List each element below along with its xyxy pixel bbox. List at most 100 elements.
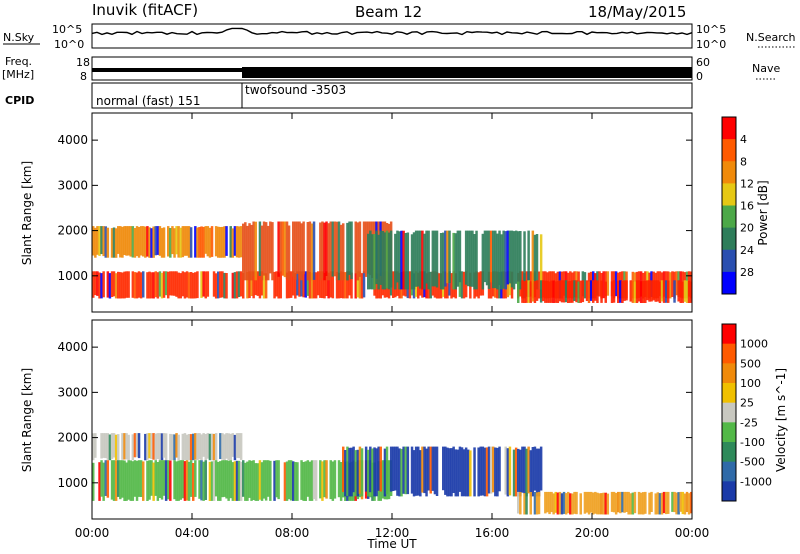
power-cell-main [173,271,176,296]
velocity-cell-blue [525,448,528,497]
power-cell-main [446,272,449,299]
velocity-cell-orange [681,491,685,515]
power-cell-day [327,223,330,281]
power-cell-main [308,272,312,299]
velocity-cell-green [258,460,262,500]
velocity-cell-orange [585,491,589,513]
power-cell-noon [435,230,439,288]
power-cell-main [358,271,362,299]
power-cell-main [606,271,610,296]
power-cell-main [287,271,291,299]
velocity-cell-ground [114,434,118,461]
power-cell-upper [187,226,191,258]
velocity-cell-orange [660,492,664,515]
velocity-cell-orange [598,493,601,515]
power-cell-noon [369,230,372,290]
power-cell-main [339,271,343,299]
velocity-cell-orange [685,491,689,512]
power-cell-noon [456,230,460,287]
power-cell-main [223,272,226,299]
velocity-cell-green [277,460,280,500]
power-cell-day [346,222,349,281]
velocity-cell-blue [396,446,399,496]
power-cell-noon [531,230,535,284]
power-cell-main [250,271,253,296]
power-cell-upper [206,226,210,257]
velocity-cell-blue [433,446,437,495]
power-colorbar-swatch [722,139,736,162]
power-cell-evening [517,281,520,303]
velocity-cell-green [135,460,139,501]
power-y-ticks: 1000 2000 3000 4000 [57,133,692,283]
power-cell-main [98,272,101,299]
power-cell-upper [177,226,180,258]
power-cell-main [231,272,235,299]
power-cell-main [285,272,289,299]
velocity-cell-green [148,460,151,500]
power-cell-upper [160,228,164,258]
velocity-cell-ground [192,433,195,461]
power-cell-main [296,271,299,296]
power-cell-evening [581,280,585,303]
velocity-cell-blue [467,449,470,497]
velocity-cell-blue [469,450,472,497]
velocity-cell-ground [185,434,189,461]
power-cell-day [252,221,255,277]
power-cell-main [254,271,257,296]
velocity-y-ticks: 1000 2000 3000 4000 [57,340,692,490]
freq-trace-twofsound [242,67,692,78]
velocity-cell-green [250,460,253,501]
velocity-cell-orange [554,491,557,513]
velocity-cell-green [289,460,293,501]
power-colorbar-level: 8 [740,155,747,168]
power-cell-day [356,222,360,281]
velocity-cell-ground [102,433,105,458]
power-cell-evening [685,280,689,303]
power-cell-upper [235,226,239,258]
power-cell-main [112,271,116,297]
velocity-cell-blue [537,448,541,497]
velocity-cell-orange [621,491,624,513]
velocity-colorbar-level: 25 [740,397,754,410]
velocity-cell-ground [189,434,193,461]
velocity-cell-blue [360,448,364,497]
power-cell-day [260,225,264,281]
power-cell-day [246,225,249,281]
power-cell-evening [525,280,528,303]
velocity-cell-green [325,460,328,499]
power-cell-upper [221,226,224,258]
power-cell-main [164,271,168,296]
power-cell-upper [142,226,145,257]
power-cell-main [246,272,249,299]
velocity-cell-orange [644,491,647,514]
power-cell-main [154,271,157,298]
power-cell-noon [387,232,391,290]
velocity-cell-orange [529,492,532,515]
velocity-cell-orange [546,491,549,513]
velocity-cell-orange [560,493,564,515]
velocity-cell-green [248,460,251,498]
velocity-cell-blue [506,448,510,497]
velocity-cell-green [100,460,103,497]
velocity-colorbar-label: Velocity [m s^-1] [774,368,788,472]
power-cell-evening [529,281,532,303]
nsearch-tick-low: 10^0 [696,38,726,51]
freq-unit-label: [MHz] [2,68,34,81]
power-cell-main [152,272,155,299]
velocity-cell-ground [223,434,226,461]
power-cell-day [342,223,345,281]
power-cell-noon [400,230,403,290]
velocity-cell-blue [425,448,428,497]
power-cell-day [262,221,266,276]
power-colorbar-swatch [722,117,736,140]
velocity-cell-orange [579,493,582,515]
velocity-cell-ground [173,434,176,461]
power-cell-upper [112,227,116,258]
velocity-cell-green [117,460,120,497]
power-cell-noon [508,230,512,284]
power-cell-upper [231,228,235,258]
power-cell-main [108,273,112,299]
power-cell-noon [523,231,526,290]
velocity-cell-blue [446,447,449,497]
power-cell-main [321,271,324,299]
